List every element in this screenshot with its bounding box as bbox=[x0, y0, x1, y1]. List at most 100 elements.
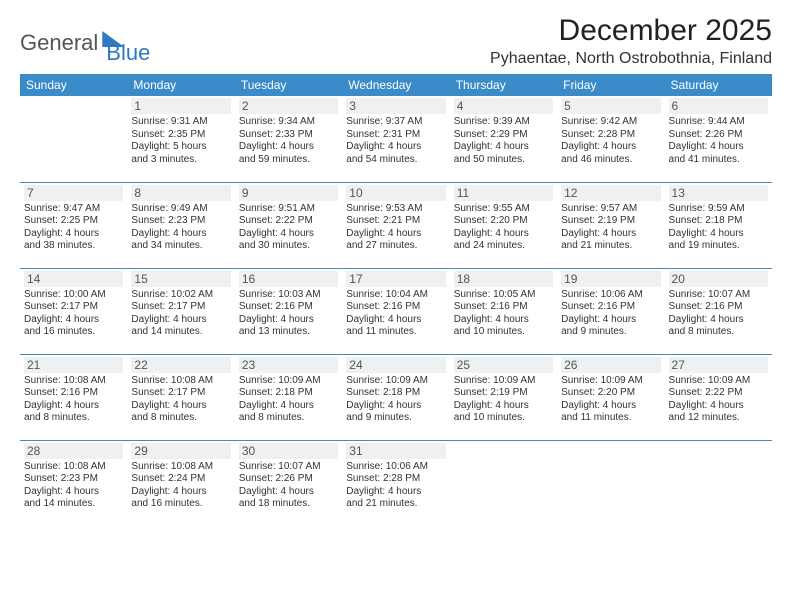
cell-sr: Sunrise: 10:07 AM bbox=[239, 461, 338, 474]
cell-d1: Daylight: 4 hours bbox=[561, 314, 660, 327]
calendar-cell: 17Sunrise: 10:04 AMSunset: 2:16 PMDaylig… bbox=[342, 268, 449, 354]
title-block: December 2025 Pyhaentae, North Ostroboth… bbox=[490, 14, 772, 68]
cell-ss: Sunset: 2:25 PM bbox=[24, 215, 123, 228]
cell-d1: Daylight: 4 hours bbox=[24, 228, 123, 241]
cell-d1: Daylight: 5 hours bbox=[131, 141, 230, 154]
calendar-cell bbox=[20, 96, 127, 182]
day-number: 12 bbox=[561, 185, 660, 201]
cell-sr: Sunrise: 10:08 AM bbox=[131, 461, 230, 474]
calendar-cell bbox=[557, 440, 664, 526]
cell-ss: Sunset: 2:16 PM bbox=[24, 387, 123, 400]
cell-d2: and 8 minutes. bbox=[131, 412, 230, 425]
cell-ss: Sunset: 2:17 PM bbox=[131, 387, 230, 400]
calendar-cell: 5Sunrise: 9:42 AMSunset: 2:28 PMDaylight… bbox=[557, 96, 664, 182]
calendar-cell: 24Sunrise: 10:09 AMSunset: 2:18 PMDaylig… bbox=[342, 354, 449, 440]
calendar-cell: 18Sunrise: 10:05 AMSunset: 2:16 PMDaylig… bbox=[450, 268, 557, 354]
calendar-cell: 6Sunrise: 9:44 AMSunset: 2:26 PMDaylight… bbox=[665, 96, 772, 182]
day-number: 1 bbox=[131, 98, 230, 114]
cell-sr: Sunrise: 10:09 AM bbox=[346, 375, 445, 388]
cell-sr: Sunrise: 10:04 AM bbox=[346, 289, 445, 302]
calendar-cell: 16Sunrise: 10:03 AMSunset: 2:16 PMDaylig… bbox=[235, 268, 342, 354]
cell-d1: Daylight: 4 hours bbox=[669, 141, 768, 154]
day-number: 30 bbox=[239, 443, 338, 459]
cell-ss: Sunset: 2:29 PM bbox=[454, 129, 553, 142]
day-number: 21 bbox=[24, 357, 123, 373]
day-number: 4 bbox=[454, 98, 553, 114]
day-number: 2 bbox=[239, 98, 338, 114]
cell-d2: and 54 minutes. bbox=[346, 154, 445, 167]
cell-ss: Sunset: 2:26 PM bbox=[239, 473, 338, 486]
cell-sr: Sunrise: 9:31 AM bbox=[131, 116, 230, 129]
calendar-cell: 1Sunrise: 9:31 AMSunset: 2:35 PMDaylight… bbox=[127, 96, 234, 182]
weekday-header: Wednesday bbox=[342, 74, 449, 96]
cell-sr: Sunrise: 9:47 AM bbox=[24, 203, 123, 216]
cell-d2: and 59 minutes. bbox=[239, 154, 338, 167]
calendar-cell bbox=[450, 440, 557, 526]
cell-ss: Sunset: 2:26 PM bbox=[669, 129, 768, 142]
weekday-header: Tuesday bbox=[235, 74, 342, 96]
cell-ss: Sunset: 2:22 PM bbox=[669, 387, 768, 400]
cell-sr: Sunrise: 9:51 AM bbox=[239, 203, 338, 216]
cell-d2: and 21 minutes. bbox=[561, 240, 660, 253]
cell-d2: and 27 minutes. bbox=[346, 240, 445, 253]
cell-sr: Sunrise: 10:07 AM bbox=[669, 289, 768, 302]
cell-ss: Sunset: 2:20 PM bbox=[454, 215, 553, 228]
day-number: 25 bbox=[454, 357, 553, 373]
cell-ss: Sunset: 2:16 PM bbox=[454, 301, 553, 314]
cell-d1: Daylight: 4 hours bbox=[346, 228, 445, 241]
cell-d2: and 9 minutes. bbox=[561, 326, 660, 339]
day-number: 23 bbox=[239, 357, 338, 373]
cell-d2: and 8 minutes. bbox=[669, 326, 768, 339]
cell-sr: Sunrise: 9:53 AM bbox=[346, 203, 445, 216]
cell-d1: Daylight: 4 hours bbox=[131, 400, 230, 413]
calendar-week-row: 1Sunrise: 9:31 AMSunset: 2:35 PMDaylight… bbox=[20, 96, 772, 182]
calendar-cell: 25Sunrise: 10:09 AMSunset: 2:19 PMDaylig… bbox=[450, 354, 557, 440]
cell-d2: and 38 minutes. bbox=[24, 240, 123, 253]
day-number: 3 bbox=[346, 98, 445, 114]
cell-d2: and 9 minutes. bbox=[346, 412, 445, 425]
cell-sr: Sunrise: 9:55 AM bbox=[454, 203, 553, 216]
cell-d1: Daylight: 4 hours bbox=[346, 314, 445, 327]
day-number: 20 bbox=[669, 271, 768, 287]
day-number: 9 bbox=[239, 185, 338, 201]
cell-ss: Sunset: 2:17 PM bbox=[24, 301, 123, 314]
calendar-cell: 23Sunrise: 10:09 AMSunset: 2:18 PMDaylig… bbox=[235, 354, 342, 440]
cell-sr: Sunrise: 9:49 AM bbox=[131, 203, 230, 216]
calendar-cell: 22Sunrise: 10:08 AMSunset: 2:17 PMDaylig… bbox=[127, 354, 234, 440]
calendar-cell: 2Sunrise: 9:34 AMSunset: 2:33 PMDaylight… bbox=[235, 96, 342, 182]
weekday-header: Thursday bbox=[450, 74, 557, 96]
cell-d1: Daylight: 4 hours bbox=[239, 228, 338, 241]
cell-d2: and 11 minutes. bbox=[346, 326, 445, 339]
cell-d1: Daylight: 4 hours bbox=[669, 228, 768, 241]
cell-d2: and 8 minutes. bbox=[239, 412, 338, 425]
brand-part1: General bbox=[20, 30, 98, 56]
cell-ss: Sunset: 2:19 PM bbox=[561, 215, 660, 228]
cell-sr: Sunrise: 9:57 AM bbox=[561, 203, 660, 216]
cell-d1: Daylight: 4 hours bbox=[24, 400, 123, 413]
calendar-cell: 29Sunrise: 10:08 AMSunset: 2:24 PMDaylig… bbox=[127, 440, 234, 526]
day-number: 29 bbox=[131, 443, 230, 459]
day-number: 5 bbox=[561, 98, 660, 114]
cell-sr: Sunrise: 9:42 AM bbox=[561, 116, 660, 129]
brand-logo: General Blue bbox=[20, 20, 150, 66]
cell-d1: Daylight: 4 hours bbox=[561, 141, 660, 154]
calendar-cell: 20Sunrise: 10:07 AMSunset: 2:16 PMDaylig… bbox=[665, 268, 772, 354]
day-number: 8 bbox=[131, 185, 230, 201]
day-number: 14 bbox=[24, 271, 123, 287]
cell-d2: and 11 minutes. bbox=[561, 412, 660, 425]
cell-sr: Sunrise: 10:09 AM bbox=[561, 375, 660, 388]
calendar-week-row: 14Sunrise: 10:00 AMSunset: 2:17 PMDaylig… bbox=[20, 268, 772, 354]
cell-d2: and 19 minutes. bbox=[669, 240, 768, 253]
calendar-cell: 21Sunrise: 10:08 AMSunset: 2:16 PMDaylig… bbox=[20, 354, 127, 440]
day-number: 10 bbox=[346, 185, 445, 201]
cell-d2: and 18 minutes. bbox=[239, 498, 338, 511]
cell-d1: Daylight: 4 hours bbox=[669, 314, 768, 327]
calendar-week-row: 21Sunrise: 10:08 AMSunset: 2:16 PMDaylig… bbox=[20, 354, 772, 440]
cell-d2: and 30 minutes. bbox=[239, 240, 338, 253]
cell-sr: Sunrise: 10:02 AM bbox=[131, 289, 230, 302]
cell-d2: and 21 minutes. bbox=[346, 498, 445, 511]
cell-d1: Daylight: 4 hours bbox=[454, 141, 553, 154]
cell-sr: Sunrise: 9:34 AM bbox=[239, 116, 338, 129]
cell-d2: and 16 minutes. bbox=[24, 326, 123, 339]
calendar-cell: 30Sunrise: 10:07 AMSunset: 2:26 PMDaylig… bbox=[235, 440, 342, 526]
